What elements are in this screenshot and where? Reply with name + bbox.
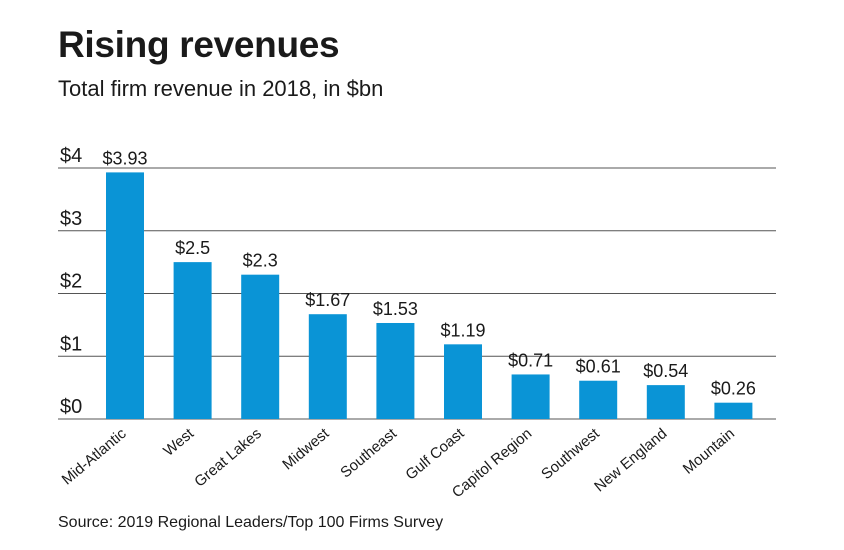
data-label: $1.67 bbox=[305, 290, 350, 310]
data-label: $0.61 bbox=[576, 357, 621, 377]
source-note: Source: 2019 Regional Leaders/Top 100 Fi… bbox=[58, 514, 444, 531]
bar bbox=[646, 385, 685, 419]
x-tick-label: Mountain bbox=[680, 425, 738, 478]
y-tick-label: $3 bbox=[60, 208, 82, 230]
x-tick-label: Mid-Atlantic bbox=[59, 425, 130, 489]
y-tick-label: $0 bbox=[60, 396, 82, 418]
data-label: $3.93 bbox=[102, 148, 147, 168]
bar bbox=[579, 380, 618, 419]
bar bbox=[714, 402, 753, 419]
x-tick-label: West bbox=[160, 425, 198, 460]
x-tick-label: New England bbox=[591, 425, 670, 495]
y-tick-label: $4 bbox=[60, 145, 82, 167]
bar bbox=[241, 274, 280, 419]
bar bbox=[444, 344, 482, 419]
bar bbox=[106, 172, 144, 419]
bar bbox=[308, 314, 347, 419]
chart-title: Rising revenues bbox=[58, 24, 340, 65]
bar bbox=[376, 322, 415, 419]
y-tick-label: $1 bbox=[60, 333, 82, 355]
data-label: $2.3 bbox=[243, 251, 278, 271]
bars bbox=[106, 172, 753, 419]
x-tick-label: Gulf Coast bbox=[402, 425, 468, 484]
bar bbox=[173, 262, 212, 419]
y-axis-ticks: $0 $1 $2 $3 $4 bbox=[60, 145, 82, 418]
bar bbox=[511, 374, 550, 419]
data-label: $2.5 bbox=[175, 238, 210, 258]
x-tick-label: Great Lakes bbox=[191, 425, 265, 491]
x-tick-label: Southeast bbox=[337, 425, 400, 482]
data-label: $0.54 bbox=[643, 361, 688, 381]
data-label: $0.26 bbox=[711, 379, 756, 399]
gridlines bbox=[58, 167, 776, 420]
data-label: $1.53 bbox=[373, 299, 418, 319]
chart-subtitle: Total firm revenue in 2018, in $bn bbox=[58, 76, 384, 101]
data-labels: $3.93 $2.5 $2.3 $1.67 $1.53 $1.19 $0.71 $0.61 $0… bbox=[102, 148, 755, 398]
x-tick-label: Midwest bbox=[279, 425, 333, 474]
data-label: $0.71 bbox=[508, 350, 553, 370]
data-label: $1.19 bbox=[440, 320, 485, 340]
y-tick-label: $2 bbox=[60, 271, 82, 293]
x-tick-label: Southwest bbox=[538, 425, 603, 484]
